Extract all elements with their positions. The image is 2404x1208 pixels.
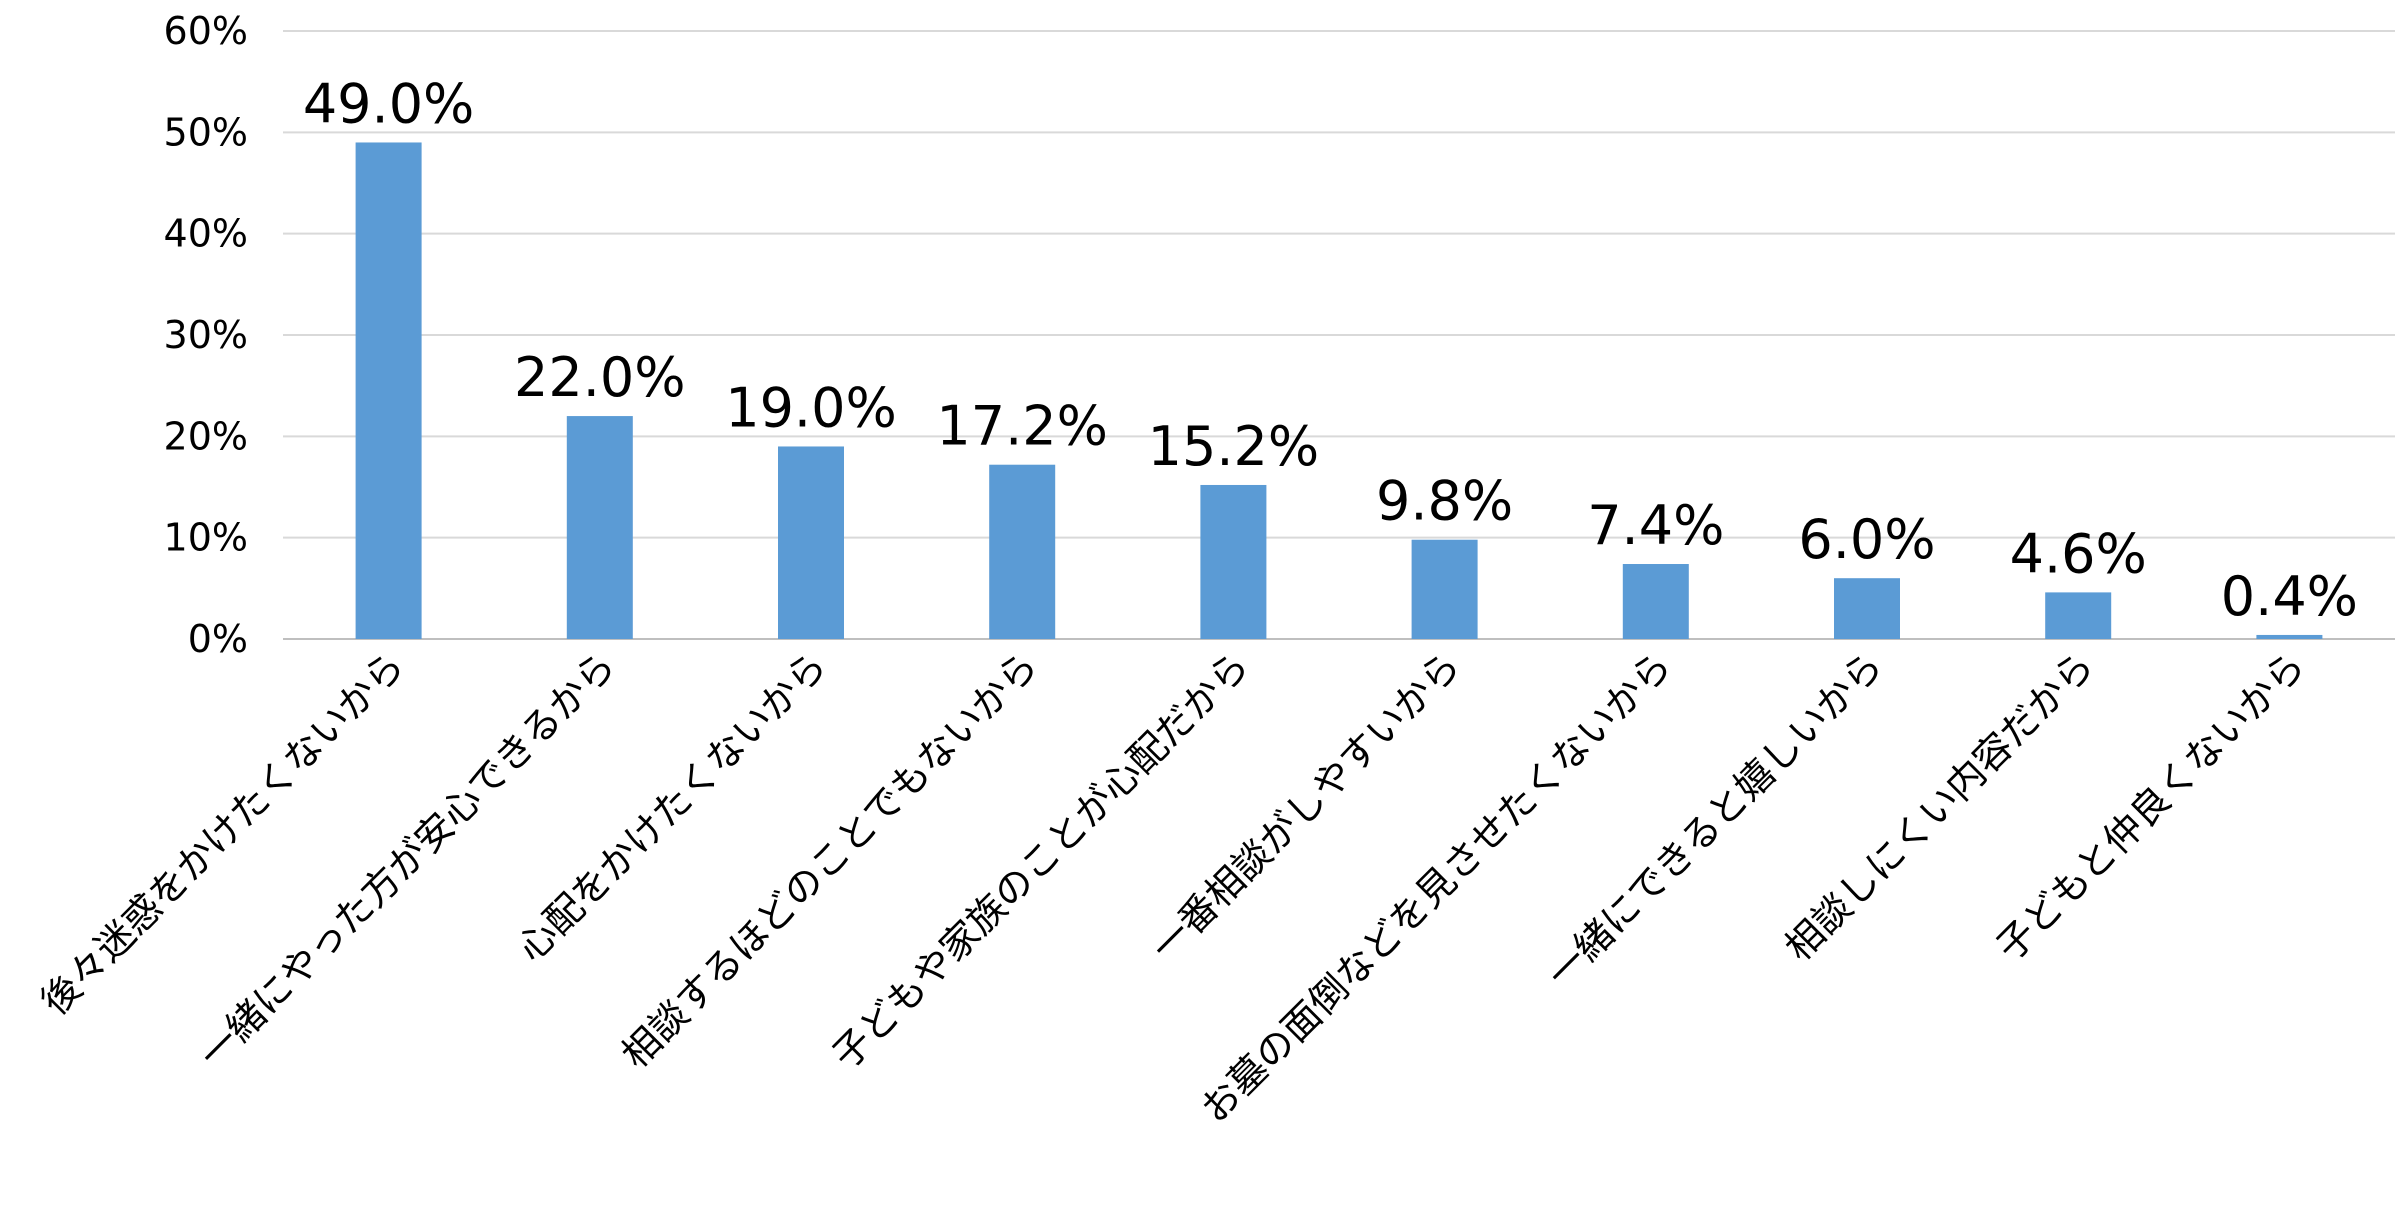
bar — [2045, 592, 2112, 639]
bars — [355, 142, 2323, 639]
bar — [1411, 539, 1478, 639]
x-tick-label: お墓の面倒などを見させたくないから — [1192, 643, 1680, 1131]
bar — [566, 416, 633, 639]
data-label: 4.6% — [2010, 522, 2147, 585]
data-label: 19.0% — [725, 376, 897, 439]
data-label: 49.0% — [303, 72, 475, 135]
y-tick-label: 60% — [164, 9, 248, 53]
x-tick-label: 一緒にやった方が安心できるから — [191, 643, 625, 1077]
y-axis-ticks: 0% 10% 20% 30% 40% 50% 60% — [164, 9, 248, 661]
x-tick-label: 後々迷惑をかけたくないから — [33, 643, 413, 1023]
data-label: 17.2% — [936, 395, 1108, 458]
y-tick-label: 40% — [164, 212, 248, 256]
data-label: 15.2% — [1148, 415, 1320, 478]
bar — [778, 446, 844, 639]
x-axis-ticks: 後々迷惑をかけたくないから一緒にやった方が安心できるから心配をかけたくないから相… — [33, 643, 2314, 1131]
y-tick-label: 50% — [164, 110, 248, 154]
data-label: 0.4% — [2221, 565, 2358, 628]
y-tick-label: 20% — [164, 414, 248, 458]
x-tick-label: 子どもや家族のことが心配だから — [824, 643, 1258, 1077]
data-label: 7.4% — [1587, 494, 1724, 557]
gridlines — [283, 30, 2395, 640]
bar — [355, 142, 422, 639]
bar — [1200, 484, 1267, 639]
x-tick-label: 相談するほどのことでもないから — [613, 643, 1046, 1076]
data-label: 6.0% — [1798, 508, 1935, 571]
bar — [2256, 634, 2323, 639]
y-tick-label: 30% — [164, 313, 248, 357]
data-label: 22.0% — [514, 346, 686, 409]
y-tick-label: 10% — [164, 516, 248, 560]
y-tick-label: 0% — [188, 617, 248, 661]
bar — [1834, 578, 1900, 639]
bar — [989, 464, 1056, 639]
x-tick-label: 一緒にできると嬉しいから — [1538, 643, 1891, 996]
data-label: 9.8% — [1376, 470, 1513, 533]
bar — [1622, 564, 1689, 639]
data-labels: 49.0% 22.0% 19.0% 17.2% 15.2% 9.8% 7.4% 6.0% 4.6… — [303, 72, 2358, 627]
